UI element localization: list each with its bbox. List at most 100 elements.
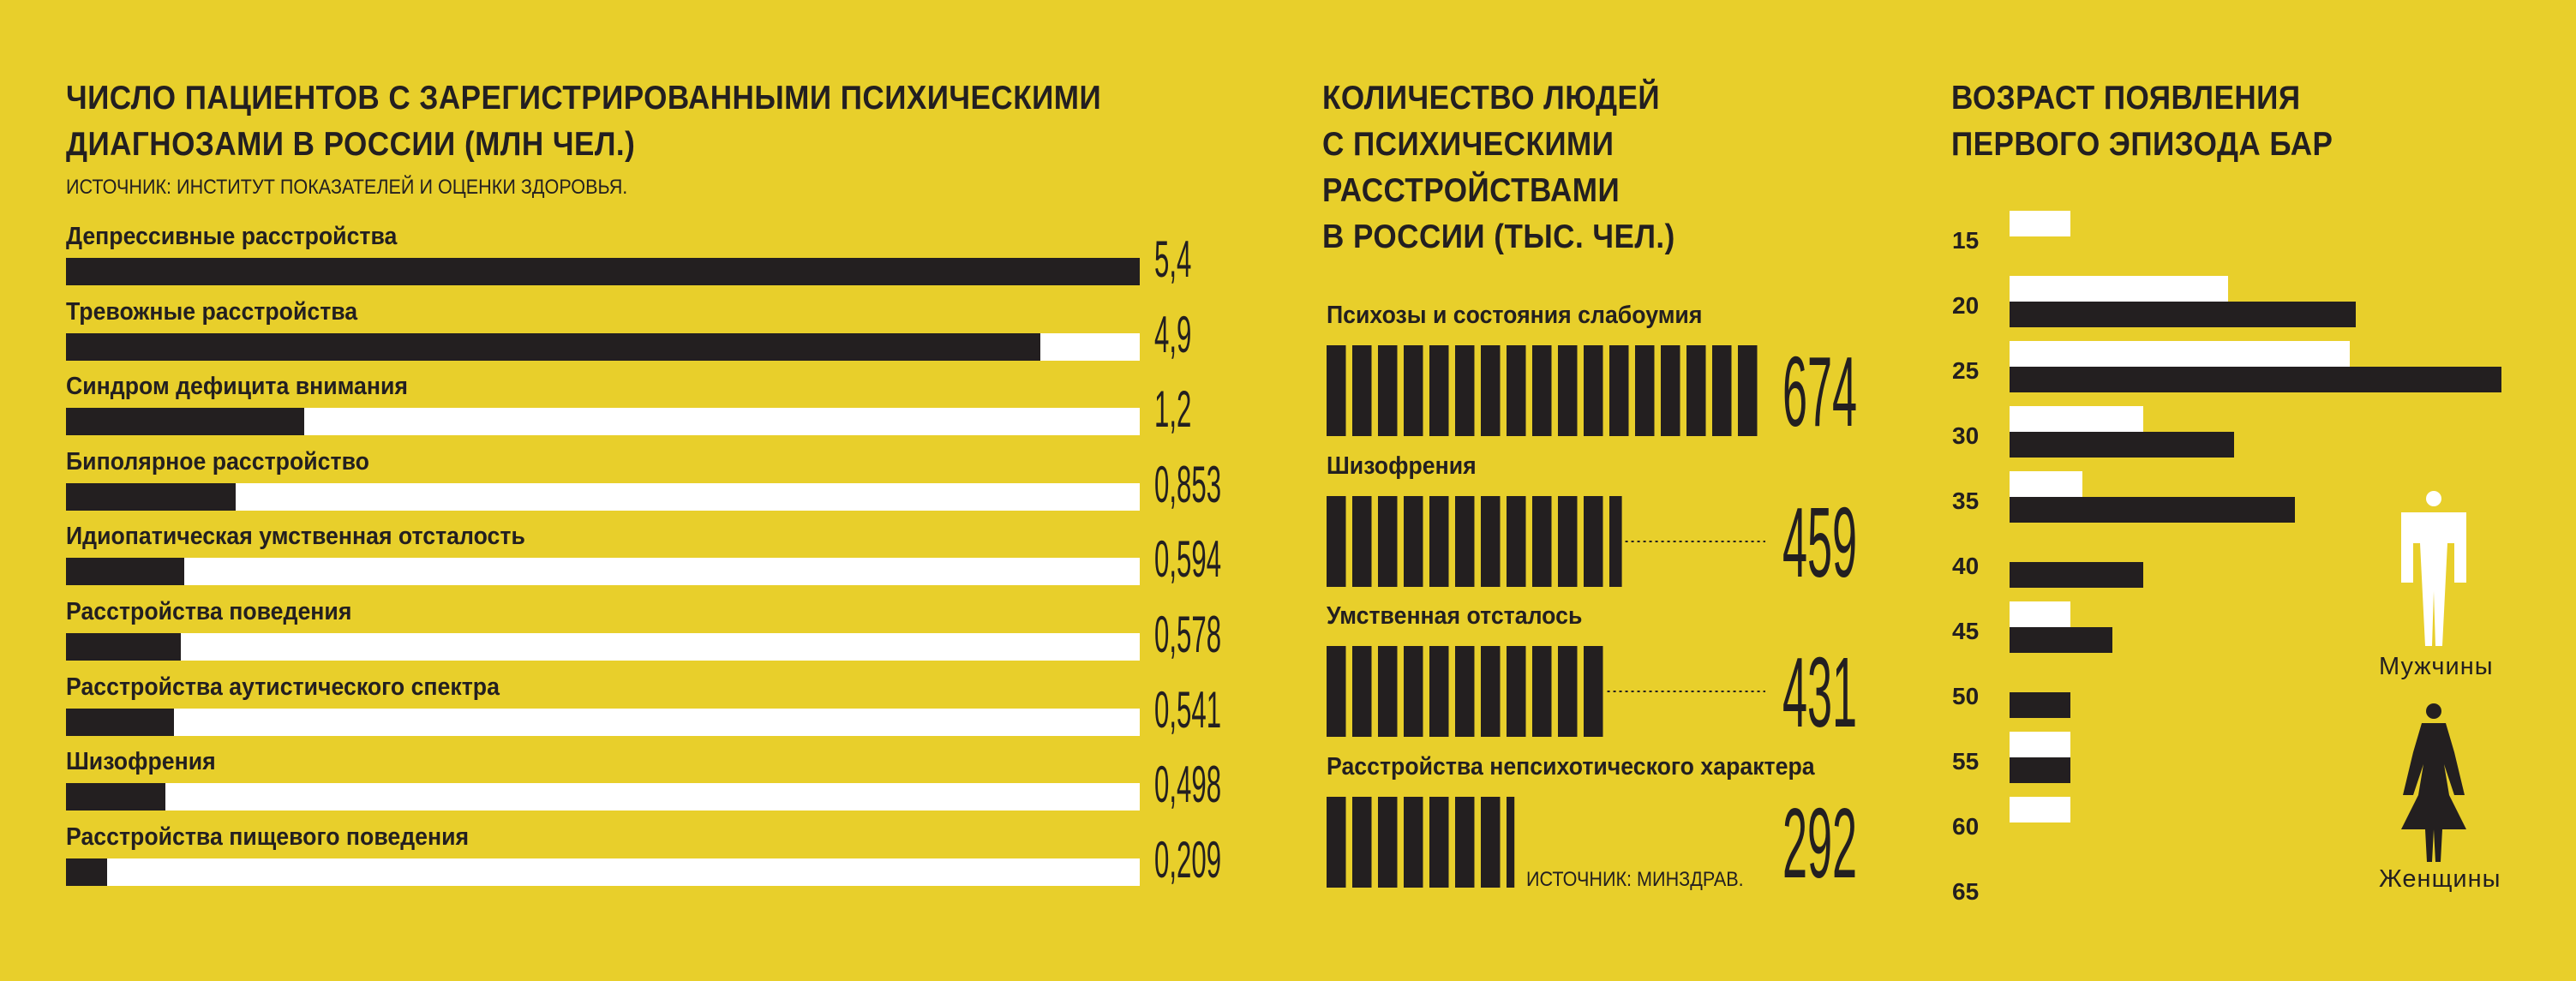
bar-stripe — [1327, 796, 1346, 888]
bar-stripe — [1507, 495, 1526, 587]
bar-track — [66, 558, 1140, 586]
bar-stripe — [1712, 345, 1732, 436]
bar-fill — [66, 858, 108, 886]
bar-stripe — [1507, 646, 1526, 737]
age-tick-label: 55 — [1952, 748, 1980, 775]
bar-stripe — [1429, 796, 1449, 888]
value-label: 0,594 — [1154, 530, 1222, 589]
bar-stripe — [1378, 345, 1398, 436]
bar-label: Идиопатическая умственная отсталость — [66, 523, 525, 551]
stripe-bar — [1327, 495, 1765, 587]
men-bar — [2010, 471, 2083, 497]
bar-stripe — [1455, 345, 1475, 436]
bar-stripe — [1378, 646, 1398, 737]
bar-stripe — [1532, 495, 1552, 587]
bar-stripe — [1455, 796, 1475, 888]
men-bar — [2010, 341, 2350, 367]
bar-label: Биполярное расстройство — [66, 447, 369, 476]
bar-track — [66, 633, 1140, 661]
age-tick-label: 20 — [1952, 292, 1980, 319]
women-bar — [2010, 692, 2070, 718]
man-icon — [2401, 491, 2466, 646]
bar-fill — [66, 633, 182, 661]
value-label: 0,209 — [1154, 830, 1222, 888]
value-label: 4,9 — [1154, 305, 1192, 363]
bar-stripe — [1327, 646, 1346, 737]
chart3-title: ВОЗРАСТ ПОЯВЛЕНИЯ ПЕРВОГО ЭПИЗОДА БАР — [1951, 80, 2333, 163]
bar-label: Синдром дефицита внимания — [66, 373, 408, 401]
bar-label: Расстройства непсихотического характера — [1327, 752, 1815, 781]
bar-label: Тревожные расстройства — [66, 297, 358, 326]
age-tick-label: 15 — [1952, 227, 1980, 254]
value-label: 459 — [1782, 486, 1858, 598]
age-tick-label: 60 — [1952, 813, 1980, 840]
stripe-bar — [1327, 345, 1758, 436]
value-label: 0,853 — [1154, 455, 1222, 513]
bar-stripe — [1327, 495, 1346, 587]
bar-stripe — [1532, 345, 1552, 436]
women-bar — [2010, 562, 2143, 588]
women-bar — [2010, 367, 2501, 392]
bar-stripe — [1584, 646, 1603, 737]
bar-label: Шизофрения — [1327, 452, 1477, 480]
bar-track — [66, 708, 1140, 736]
woman-icon — [2401, 703, 2466, 862]
bar-stripe — [1327, 345, 1346, 436]
bar-stripe — [1455, 646, 1475, 737]
value-label: 674 — [1782, 336, 1858, 447]
bar-fill — [66, 482, 236, 511]
bar-track — [66, 482, 1140, 511]
women-bar — [2010, 497, 2296, 523]
bar-stripe — [1352, 345, 1372, 436]
bar-stripe — [1584, 345, 1603, 436]
men-bar — [2010, 601, 2070, 627]
bar-fill — [66, 558, 184, 586]
bar-stripe — [1481, 345, 1501, 436]
women-bar — [2010, 302, 2356, 327]
men-bar — [2010, 797, 2070, 822]
bar-label: Шизофрения — [66, 748, 216, 776]
bar-stripe — [1352, 796, 1372, 888]
bar-stripe — [1686, 345, 1706, 436]
bar-stripe — [1507, 345, 1526, 436]
age-tick-label: 40 — [1952, 553, 1980, 579]
men-bar — [2010, 276, 2229, 302]
bar-fill — [66, 332, 1040, 361]
bar-stripe — [1661, 345, 1680, 436]
value-label: 0,578 — [1154, 606, 1222, 663]
bar-track — [66, 408, 1140, 436]
bar-stripe — [1481, 495, 1501, 587]
bar-stripe — [1429, 646, 1449, 737]
bar-stripe — [1378, 495, 1398, 587]
bar-stripe — [1609, 495, 1622, 587]
age-tick-label: 35 — [1952, 488, 1980, 514]
chart1-source: ИСТОЧНИК: ИНСТИТУТ ПОКАЗАТЕЛЕЙ И ОЦЕНКИ … — [66, 176, 628, 199]
age-tick-label: 45 — [1952, 618, 1980, 644]
bar-stripe — [1609, 345, 1629, 436]
bar-track — [66, 332, 1140, 361]
value-label: 292 — [1782, 787, 1858, 899]
age-tick-label: 50 — [1952, 683, 1980, 709]
bar-label: Расстройства поведения — [66, 598, 352, 625]
value-label: 5,4 — [1154, 230, 1192, 288]
legend-women-label: Женщины — [2379, 865, 2501, 893]
bar-stripe — [1532, 646, 1552, 737]
value-label: 0,541 — [1154, 680, 1222, 739]
chart1-title: ЧИСЛО ПАЦИЕНТОВ С ЗАРЕГИСТРИРОВАННЫМИ ПС… — [66, 80, 1102, 163]
women-bar — [2010, 627, 2113, 653]
men-bar — [2010, 732, 2070, 757]
bar-stripe — [1429, 345, 1449, 436]
bar-fill — [66, 258, 1140, 285]
bar-stripe — [1481, 646, 1501, 737]
stripe-bar — [1327, 796, 1515, 888]
chart2-source: ИСТОЧНИК: МИНЗДРАВ. — [1526, 868, 1744, 891]
age-tick-label: 25 — [1952, 357, 1980, 384]
bar-stripe — [1481, 796, 1501, 888]
bar-label: Психозы и состояния слабоумия — [1327, 302, 1703, 329]
bar-track — [66, 783, 1140, 811]
bar-stripe — [1455, 495, 1475, 587]
bar-stripe — [1584, 495, 1603, 587]
bar-label: Умственная отсталось — [1327, 602, 1583, 630]
bar-stripe — [1738, 345, 1758, 436]
bar-stripe — [1404, 345, 1423, 436]
